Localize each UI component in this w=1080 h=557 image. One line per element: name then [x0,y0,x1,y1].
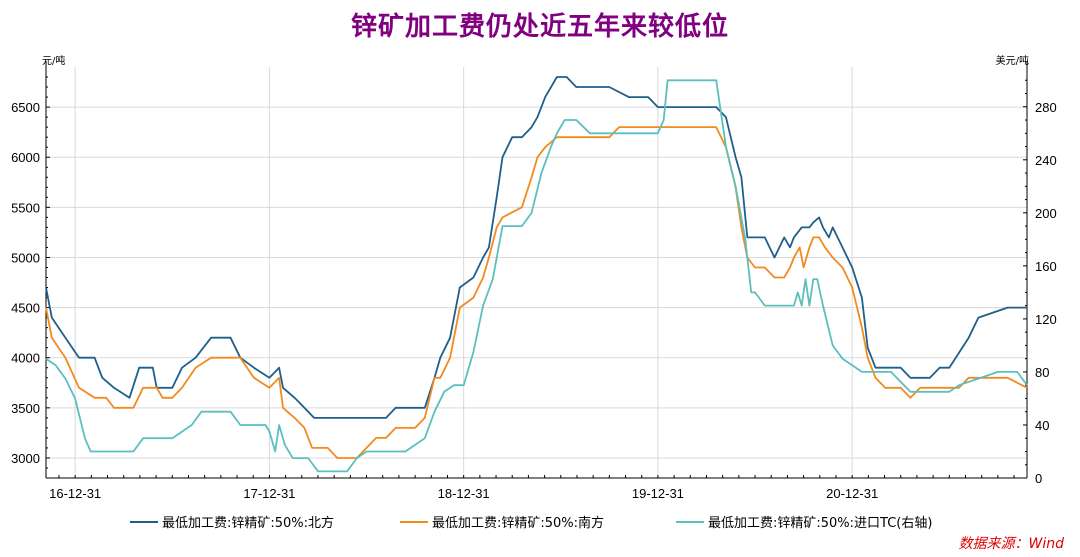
y-right-tick-label: 160 [1035,259,1057,274]
x-tick-label: 20-12-31 [826,486,878,501]
y-left-tick-label: 3500 [11,401,40,416]
series-lines [45,76,1028,473]
y-right-tick-label: 80 [1035,365,1049,380]
y-right-tick-label: 240 [1035,153,1057,168]
legend-label-2: 最低加工费:锌精矿:50%:南方 [432,515,604,531]
y-right-tick-label: 120 [1035,312,1057,327]
series-line-1 [45,76,1027,419]
legend-label-1: 最低加工费:锌精矿:50%:北方 [162,515,334,531]
series-line-3 [45,79,1028,473]
y-left-tick-label: 5500 [11,200,40,215]
x-tick-label: 16-12-31 [49,486,101,501]
y-left-tick-label: 6000 [11,150,40,165]
y-left-tick-label: 3000 [11,451,40,466]
y-left-tick-label: 4000 [11,351,40,366]
y-right-tick-label: 200 [1035,206,1057,221]
series-line-2 [45,126,1028,459]
chart-title: 锌矿加工费仍处近五年来较低位 [350,12,729,42]
y-left-tick-label: 6500 [11,100,40,115]
y-right-tick-label: 40 [1035,418,1049,433]
x-tick-label: 18-12-31 [438,486,490,501]
legend: 最低加工费:锌精矿:50%:北方 最低加工费:锌精矿:50%:南方 最低加工费:锌精… [130,515,932,531]
y-right-tick-label: 280 [1035,100,1057,115]
axes: 3000 3500 4000 4500 5000 5500 6000 6500 0 40 80 120… [11,54,1057,501]
y-left-unit: 元/吨 [42,54,65,67]
grid [46,67,1027,478]
legend-label-3: 最低加工费:锌精矿:50%:进口TC(右轴) [708,516,932,531]
x-tick-label: 17-12-31 [243,486,295,501]
y-left-tick-label: 5000 [11,250,40,265]
y-right-unit: 美元/吨 [996,54,1029,67]
y-left-tick-label: 4500 [11,301,40,316]
x-tick-label: 19-12-31 [632,486,684,501]
source-note: 数据来源：Wind [958,536,1065,552]
y-right-tick-label: 0 [1035,471,1042,486]
